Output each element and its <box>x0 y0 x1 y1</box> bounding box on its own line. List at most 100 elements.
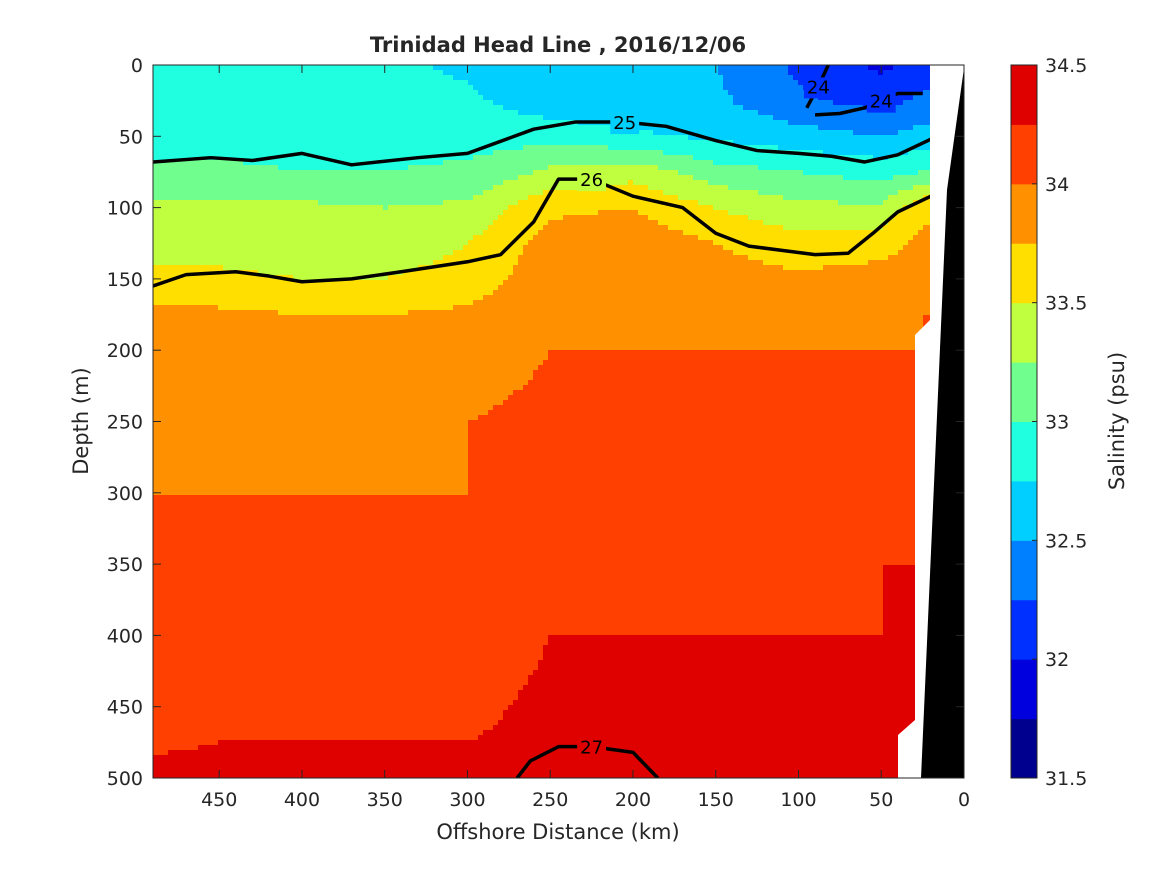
heat-cell <box>398 65 404 71</box>
heat-cell <box>163 205 169 211</box>
heat-cell <box>683 155 689 161</box>
heat-cell <box>838 140 844 146</box>
heat-cell <box>188 105 194 111</box>
heat-cell <box>918 95 924 101</box>
heat-cell <box>518 95 524 101</box>
heat-cell <box>448 180 454 186</box>
heat-cell <box>798 95 804 101</box>
heat-cell <box>698 160 704 166</box>
heat-cell <box>528 120 534 126</box>
heat-cell <box>758 130 764 136</box>
heat-cell <box>343 210 349 216</box>
heat-cell <box>348 135 354 141</box>
heat-cell <box>718 145 724 151</box>
heat-cell <box>393 185 399 191</box>
heat-cell <box>908 100 914 106</box>
heat-cell <box>393 95 399 101</box>
heat-cell <box>833 85 839 91</box>
heat-cell <box>233 105 239 111</box>
heat-cell <box>313 205 319 211</box>
heat-cell <box>683 65 689 71</box>
heat-cell <box>413 180 419 186</box>
heat-cell <box>568 70 574 76</box>
heat-cell <box>473 205 479 211</box>
heat-cell <box>853 115 859 121</box>
heat-cell <box>768 70 774 76</box>
heat-cell <box>763 200 769 206</box>
heat-cell <box>548 215 554 221</box>
heat-cell <box>393 85 399 91</box>
heat-cell <box>733 65 739 71</box>
heat-cell <box>358 125 364 131</box>
heat-cell <box>493 80 499 86</box>
heat-cell <box>668 70 674 76</box>
heat-cell <box>593 130 599 136</box>
heat-cell <box>288 100 294 106</box>
heat-cell <box>683 90 689 96</box>
heat-cell <box>878 165 884 171</box>
heat-cell <box>298 195 304 201</box>
heat-cell <box>153 215 159 221</box>
heat-cell <box>828 175 834 181</box>
heat-cell <box>253 150 259 156</box>
heat-cell <box>343 185 349 191</box>
heat-cell <box>248 190 254 196</box>
heat-cell <box>893 180 899 186</box>
heat-cell <box>718 160 724 166</box>
heat-cell <box>288 85 294 91</box>
heat-cell <box>468 195 474 201</box>
heat-cell <box>863 65 869 71</box>
heat-cell <box>173 135 179 141</box>
heat-cell <box>738 100 744 106</box>
heat-cell <box>328 65 334 71</box>
heat-cell <box>348 85 354 91</box>
heat-cell <box>398 205 404 211</box>
heat-cell <box>888 190 894 196</box>
heat-cell <box>893 70 899 76</box>
heat-cell <box>308 120 314 126</box>
heat-cell <box>568 185 574 191</box>
heat-cell <box>158 125 164 131</box>
heat-cell <box>508 195 514 201</box>
heat-cell <box>548 115 554 121</box>
heat-cell <box>363 95 369 101</box>
heat-cell <box>713 160 719 166</box>
heat-cell <box>443 205 449 211</box>
heat-cell <box>608 190 614 196</box>
heat-cell <box>163 130 169 136</box>
heat-cell <box>293 170 299 176</box>
heat-cell <box>423 180 429 186</box>
heat-cell <box>703 145 709 151</box>
heat-cell <box>903 175 909 181</box>
heat-cell <box>453 210 459 216</box>
heat-cell <box>558 140 564 146</box>
heat-cell <box>923 165 929 171</box>
heat-cell <box>418 170 424 176</box>
heat-cell <box>743 95 749 101</box>
heat-cell <box>173 210 179 216</box>
heat-cell <box>883 190 889 196</box>
heat-cell <box>183 215 189 221</box>
heat-cell <box>323 90 329 96</box>
heat-cell <box>433 185 439 191</box>
heat-cell <box>263 110 269 116</box>
heat-cell <box>273 90 279 96</box>
heat-cell <box>518 65 524 71</box>
heat-cell <box>478 175 484 181</box>
heat-cell <box>333 95 339 101</box>
heat-cell <box>793 120 799 126</box>
heat-cell <box>508 75 514 81</box>
heat-cell <box>918 110 924 116</box>
heat-cell <box>708 170 714 176</box>
heat-cell <box>743 180 749 186</box>
heat-cell <box>918 65 924 71</box>
heat-cell <box>778 70 784 76</box>
heat-cell <box>713 110 719 116</box>
heat-cell <box>733 200 739 206</box>
heat-cell <box>178 195 184 201</box>
heat-cell <box>208 100 214 106</box>
heat-cell <box>278 80 284 86</box>
heat-cell <box>653 160 659 166</box>
heat-cell <box>658 160 664 166</box>
heat-cell <box>538 85 544 91</box>
